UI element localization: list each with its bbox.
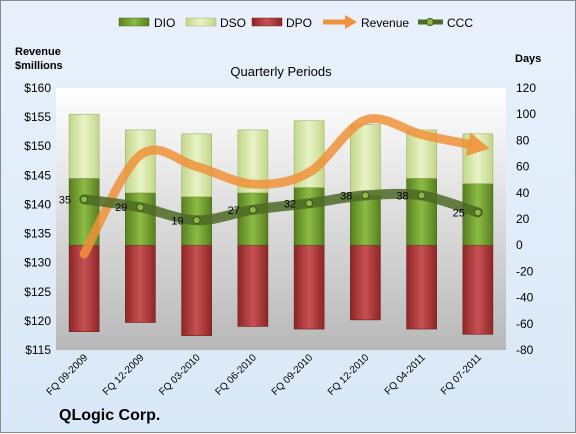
ccc-data-label: 29 [115, 202, 127, 214]
ccc-data-label: 32 [284, 198, 296, 210]
x-tick-label: FQ 12-2010 [326, 352, 372, 398]
x-axis: FQ 09-2009 FQ 12-2009 FQ 03-2010 FQ 06-2010… [45, 352, 485, 398]
plot-area [56, 88, 506, 350]
bar-dpo [181, 244, 212, 336]
chart-title: Quarterly Periods [230, 64, 332, 79]
ccc-data-label: 35 [59, 194, 71, 206]
y-right-tick-label: -40 [516, 291, 534, 305]
legend-swatch-dpo [251, 17, 283, 27]
ccc-point [136, 203, 145, 212]
legend-arrow-icon [345, 15, 357, 29]
revenue-arrowhead [465, 132, 490, 156]
ccc-point [80, 195, 89, 204]
y-left-tick-label: $150 [24, 139, 51, 153]
y-right-tick-label: -60 [516, 317, 534, 331]
y-right-tick-label: 100 [516, 107, 536, 121]
ccc-point [417, 191, 426, 200]
revenue-layer [79, 114, 490, 259]
legend-label-ccc: CCC [447, 16, 473, 30]
y-left-tick-label: $145 [24, 168, 51, 182]
y-left-tick-label: $135 [24, 227, 51, 241]
y-right-tick-label: 40 [516, 186, 530, 200]
legend-item-ccc: CCC [418, 16, 473, 30]
y-left-title-line1: Revenue [15, 46, 61, 58]
y-right-tick-label: 80 [516, 133, 530, 147]
legend-item-dso: DSO [185, 16, 246, 30]
bar-dpo [68, 244, 100, 332]
x-tick-label: FQ 12-2009 [101, 352, 147, 398]
legend-label-dso: DSO [220, 16, 246, 30]
bar-dio [350, 195, 381, 246]
y-left-tick-label: $140 [24, 197, 51, 211]
bar-dio [406, 178, 437, 246]
legend-swatch-dio [118, 17, 150, 27]
y-left-tick-label: $155 [24, 110, 51, 124]
ccc-data-label: 38 [340, 190, 352, 202]
legend-item-dpo: DPO [251, 16, 312, 30]
legend-label-dpo: DPO [286, 16, 312, 30]
bar-dio [237, 192, 269, 246]
y-right-tick-label: 20 [516, 212, 530, 226]
ccc-data-label: 19 [171, 215, 183, 227]
x-tick-label: FQ 04-2011 [383, 352, 428, 397]
bar-dpo [406, 244, 437, 330]
x-tick-label: FQ 07-2011 [439, 352, 484, 397]
bar-dpo [293, 244, 325, 330]
ccc-data-label: 25 [453, 207, 465, 219]
bar-dpo [350, 244, 381, 321]
x-tick-label: FQ 03-2010 [157, 352, 203, 398]
y-right-tick-label: -20 [516, 264, 534, 278]
y-left-tick-label: $125 [24, 285, 51, 299]
y-right-tick-label: 120 [516, 81, 536, 95]
revenue-line [79, 114, 473, 259]
legend-marker-ccc [426, 18, 434, 26]
legend-item-dio: DIO [118, 16, 175, 30]
legend-label-revenue: Revenue [361, 16, 409, 30]
y-left-tick-label: $130 [24, 256, 51, 270]
x-tick-label: FQ 06-2010 [213, 352, 259, 398]
ccc-point [473, 208, 482, 217]
ccc-line [79, 188, 483, 226]
bar-dpo [125, 244, 156, 323]
bars-layer [68, 113, 494, 336]
y-left-tick-label: $115 [25, 343, 51, 357]
y-right-tick-label: 60 [516, 160, 530, 174]
bar-dpo [237, 244, 269, 327]
legend-label-dio: DIO [154, 16, 175, 30]
ccc-data-label: 38 [396, 190, 408, 202]
legend-swatch-dso [185, 17, 217, 27]
y-right-tick-label: -80 [516, 343, 534, 357]
x-tick-label: FQ 09-2009 [45, 352, 91, 398]
legend-item-revenue: Revenue [323, 15, 409, 30]
ccc-data-label: 27 [228, 205, 240, 217]
bar-dpo [462, 244, 494, 335]
bar-dio [293, 187, 325, 246]
y-left-title-line2: $millions [15, 60, 63, 72]
ccc-point [248, 205, 257, 214]
y-right-title: Days [515, 53, 541, 65]
ccc-point [305, 199, 314, 208]
bar-dso [68, 113, 100, 179]
legend: DIO DSO DPO Revenue CCC [118, 15, 473, 30]
y-right-axis: 120 100 80 60 40 20 0 -20 -40 -60 -80 [516, 81, 536, 357]
x-tick-label: FQ 09-2010 [270, 352, 316, 398]
y-left-axis: $160 $155 $150 $145 $140 $135 $130 $125 $120 $115 [24, 81, 51, 357]
bar-dso [350, 124, 381, 196]
ccc-layer: 35 29 19 27 32 38 38 25 [59, 188, 483, 227]
ccc-point [361, 191, 370, 200]
ccc-point [192, 216, 201, 225]
y-left-tick-label: $160 [24, 81, 51, 95]
company-name: QLogic Corp. [59, 407, 160, 424]
y-right-tick-label: 0 [516, 238, 523, 252]
y-left-tick-label: $120 [24, 314, 51, 328]
